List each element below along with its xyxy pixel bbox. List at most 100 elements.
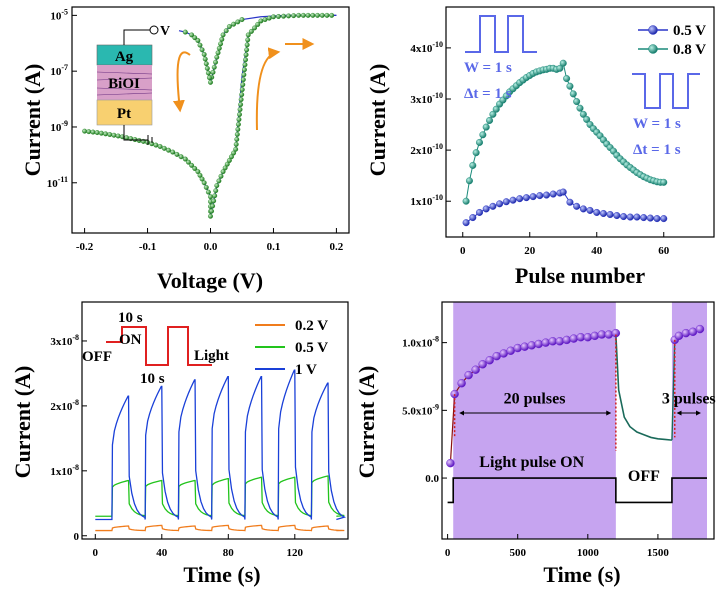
panel-c-xtick-label: 0 — [93, 547, 99, 559]
pulse-schematic-2 — [632, 73, 700, 109]
panel-d-point — [597, 330, 607, 339]
panel-a-ytick-label: 10-5 — [50, 7, 68, 22]
panel-a-point — [223, 28, 229, 34]
panel-a-point — [237, 107, 243, 112]
panel-b-point — [486, 116, 494, 124]
panel-b-point — [606, 211, 614, 219]
panel-d-point — [590, 331, 600, 341]
panel-a-ytick-label: 10-11 — [47, 175, 68, 190]
panel-b-legend: 0.5 V 0.8 V — [638, 23, 706, 58]
panel-a-point — [94, 130, 100, 136]
panel-a-xtick-label: -0.1 — [139, 241, 156, 253]
panel-a-point — [244, 47, 250, 53]
panel-a-point — [212, 193, 218, 199]
annotation-10s-top: 10 s — [118, 310, 143, 326]
panel-a-point — [252, 25, 258, 31]
panel-b-point — [613, 212, 621, 220]
panel-a-point — [291, 13, 297, 19]
annotation-light-pulse-on: Light pulse ON — [479, 454, 584, 471]
panel-b-xtick-label: 60 — [658, 245, 670, 257]
panel-a-point — [305, 12, 311, 18]
panel-b-point — [516, 195, 524, 203]
panel-b-point — [640, 214, 648, 222]
panel-a-point — [245, 37, 251, 43]
panel-d-point — [681, 328, 691, 338]
panel-b-point — [626, 213, 634, 221]
panel-c-frame — [81, 301, 349, 540]
panel-d-xtick-label: 1500 — [647, 547, 670, 559]
panel-b-point — [549, 190, 557, 198]
panel-a-point — [266, 15, 272, 21]
panel-a-point — [210, 69, 216, 75]
panel-d-light-on-region — [453, 302, 616, 539]
panel-a-point — [271, 14, 276, 20]
panel-a-point — [235, 121, 241, 127]
panel-d-point — [478, 360, 487, 369]
panel-a-ylabel: Current (A) — [20, 64, 45, 177]
panel-a-point — [161, 145, 167, 151]
panel-b-point — [566, 198, 574, 206]
panel-a-point — [203, 184, 209, 190]
panel-a-point — [115, 133, 121, 139]
panel-a-point — [201, 180, 207, 186]
panel-a-point — [174, 151, 180, 157]
panel-c-ytick-label: 1x10-8 — [50, 463, 79, 478]
panel-a-point — [192, 35, 198, 41]
panel-a-point — [242, 62, 248, 68]
panel-a-point — [210, 203, 216, 209]
panel-a-point — [222, 165, 228, 171]
panel-b-point — [579, 110, 587, 118]
panel-b-xtick-label: 40 — [591, 245, 603, 257]
annotation-off: OFF — [82, 349, 112, 365]
panel-a-point — [238, 97, 244, 103]
panel-a-point — [209, 208, 214, 214]
panel-b-point — [573, 98, 581, 106]
panel-a-point — [189, 32, 195, 38]
panel-b-point — [653, 215, 661, 223]
panel-d-frame — [441, 301, 715, 540]
panel-a-xtick-label: -0.2 — [76, 241, 94, 253]
panel-a-point — [219, 36, 225, 42]
panel-c-ytick-label: 3x10-8 — [50, 333, 79, 348]
panel-b-point — [620, 213, 628, 221]
panel-a-point — [124, 135, 130, 141]
panel-a-point — [214, 54, 220, 60]
panel-a-point — [237, 112, 242, 117]
panel-a-point — [208, 194, 213, 200]
panel-b-point — [462, 197, 470, 205]
panel-a-point — [186, 159, 191, 165]
panel-d-point — [583, 333, 593, 342]
panel-a-point — [243, 52, 249, 58]
panel-d-xtick-label: 0 — [445, 547, 451, 559]
panel-b-point — [599, 209, 607, 217]
panel-a-point — [235, 126, 241, 132]
device-inset: Ag BiOI Pt V — [96, 24, 170, 145]
panel-d-point — [520, 342, 529, 351]
panel-a-point — [243, 57, 248, 63]
panel-a-point — [98, 130, 104, 136]
panel-a-point — [192, 166, 198, 171]
panel-d-light-pulses: 0 500 1000 1500 0.0 5.0x10-9 1.0x10-8 20 pulse… — [354, 301, 716, 587]
panel-b-point — [482, 205, 490, 213]
panel-d-point — [471, 365, 480, 374]
panel-b-point — [522, 194, 530, 202]
panel-b-point — [465, 177, 473, 185]
panel-a-point — [239, 87, 245, 93]
inset-label-pt: Pt — [117, 106, 131, 122]
panel-a-point — [234, 131, 240, 137]
panel-a-point — [233, 141, 239, 147]
panel-b-ytick-label: 1x10-10 — [410, 193, 443, 208]
panel-a-point — [234, 136, 240, 142]
panel-d-point — [611, 328, 621, 338]
panel-a-point — [205, 189, 211, 195]
panel-b-point — [479, 131, 487, 139]
panel-a-point — [103, 131, 109, 137]
panel-a-xtick-label: 0.0 — [204, 241, 218, 253]
panel-d-point — [534, 339, 543, 349]
panel-d-xtick-label: 1000 — [577, 547, 600, 559]
legend-1v: 1 V — [295, 362, 317, 378]
panel-a-point — [329, 12, 335, 18]
panel-b-point — [566, 82, 574, 90]
panel-a-point — [214, 183, 220, 189]
panel-a-point — [239, 17, 245, 23]
